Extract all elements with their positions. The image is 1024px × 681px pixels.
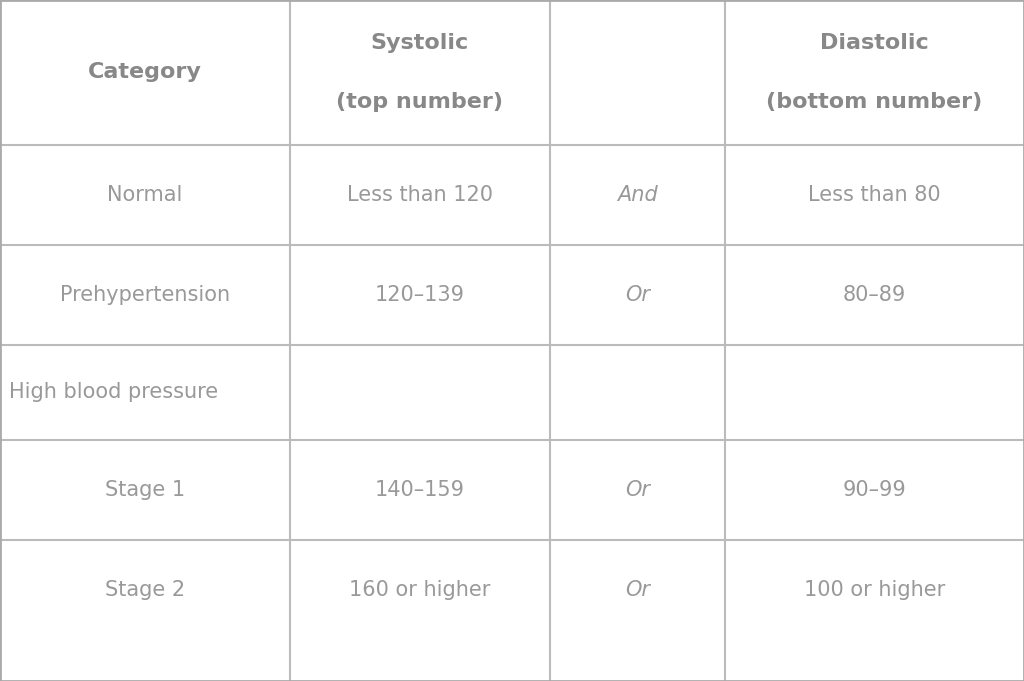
Text: Prehypertension: Prehypertension <box>60 285 230 305</box>
Text: And: And <box>617 185 657 205</box>
Text: 120–139: 120–139 <box>375 285 465 305</box>
Text: Stage 2: Stage 2 <box>104 580 185 600</box>
Text: Stage 1: Stage 1 <box>104 480 185 500</box>
Text: Or: Or <box>625 580 650 600</box>
Text: 100 or higher: 100 or higher <box>804 580 945 600</box>
Text: Or: Or <box>625 285 650 305</box>
Text: Systolic

(top number): Systolic (top number) <box>337 33 504 112</box>
Text: Or: Or <box>625 480 650 500</box>
Text: 140–159: 140–159 <box>375 480 465 500</box>
Text: Less than 80: Less than 80 <box>808 185 941 205</box>
Text: High blood pressure: High blood pressure <box>8 383 218 402</box>
Text: Diastolic

(bottom number): Diastolic (bottom number) <box>766 33 983 112</box>
Text: Category: Category <box>88 63 202 82</box>
Text: Normal: Normal <box>108 185 182 205</box>
Text: 90–99: 90–99 <box>843 480 906 500</box>
Text: 80–89: 80–89 <box>843 285 906 305</box>
Text: Less than 120: Less than 120 <box>347 185 493 205</box>
Text: 160 or higher: 160 or higher <box>349 580 490 600</box>
